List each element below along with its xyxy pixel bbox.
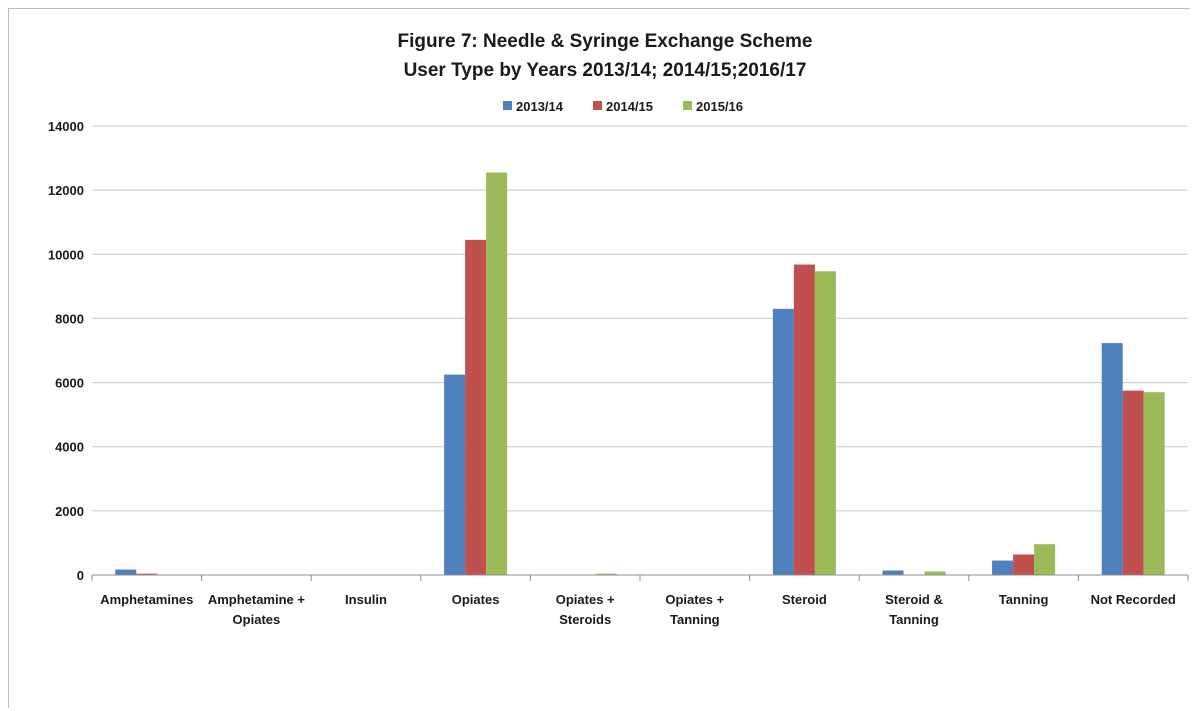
x-tick-label: Tanning: [889, 612, 939, 627]
bar: [883, 571, 904, 575]
y-tick-label: 0: [77, 568, 84, 583]
y-tick-label: 4000: [55, 440, 84, 455]
y-axis-ticks: 0 2000 4000 6000 8000 10000 12000 14000: [48, 119, 84, 583]
y-tick-label: 12000: [48, 183, 84, 198]
bar: [992, 561, 1013, 575]
x-tick-label: Amphetamines: [100, 592, 193, 607]
y-tick-label: 2000: [55, 504, 84, 519]
x-axis-labels: Amphetamines Amphetamine + Opiates Insulin O…: [100, 592, 1176, 627]
legend-swatch: [503, 101, 512, 110]
y-tick-label: 14000: [48, 119, 84, 134]
legend-label: 2015/16: [696, 99, 743, 114]
bar: [444, 375, 465, 575]
bar: [465, 240, 486, 575]
x-tick-label: Opiates +: [665, 592, 724, 607]
bar: [486, 173, 507, 575]
x-tick-label: Opiates: [452, 592, 500, 607]
chart-subtitle: User Type by Years 2013/14; 2014/15;2016…: [404, 60, 807, 81]
bars: [115, 173, 1164, 575]
bar: [115, 570, 136, 575]
bar: [1144, 392, 1165, 575]
gridlines: [92, 126, 1188, 511]
bar: [1034, 544, 1055, 575]
chart-title: Figure 7: Needle & Syringe Exchange Sche…: [398, 31, 813, 52]
x-tick-label: Insulin: [345, 592, 387, 607]
x-tick-label: Opiates +: [556, 592, 615, 607]
legend: 2013/14 2014/15 2015/16: [503, 99, 743, 114]
bar: [773, 309, 794, 575]
x-tick-label: Tanning: [670, 612, 720, 627]
x-axis: [92, 575, 1188, 581]
bar: [1102, 343, 1123, 575]
bar: [925, 571, 946, 575]
x-tick-label: Not Recorded: [1091, 592, 1176, 607]
legend-label: 2013/14: [516, 99, 564, 114]
bar: [815, 271, 836, 575]
bar: [1013, 554, 1034, 575]
y-tick-label: 8000: [55, 311, 84, 326]
legend-label: 2014/15: [606, 99, 653, 114]
legend-swatch: [593, 101, 602, 110]
bar: [1123, 391, 1144, 575]
x-tick-label: Steroid &: [885, 592, 943, 607]
x-tick-label: Tanning: [999, 592, 1049, 607]
x-tick-label: Steroids: [559, 612, 611, 627]
x-tick-label: Amphetamine +: [208, 592, 306, 607]
x-tick-label: Steroid: [782, 592, 827, 607]
x-tick-label: Opiates: [233, 612, 281, 627]
bar: [794, 265, 815, 575]
y-tick-label: 10000: [48, 247, 84, 262]
legend-swatch: [683, 101, 692, 110]
y-tick-label: 6000: [55, 376, 84, 391]
